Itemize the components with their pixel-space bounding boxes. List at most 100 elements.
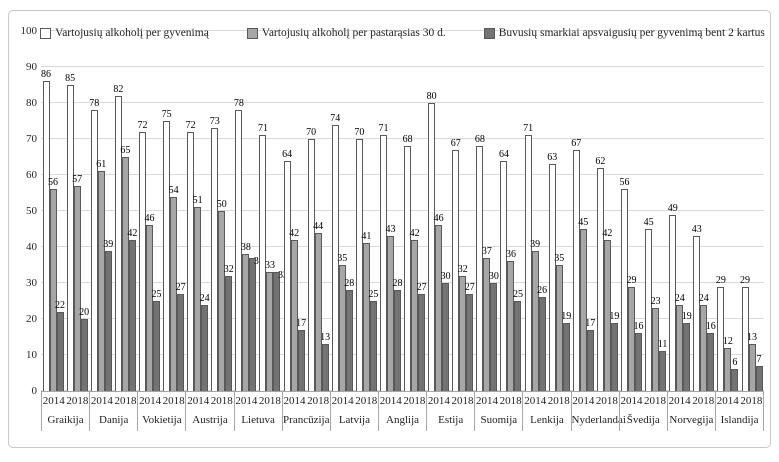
year-label: 2018	[547, 395, 570, 407]
bar-alcohol-last-30-days: 56	[48, 177, 58, 391]
bar-heavily-drunk-2-times: 27	[176, 282, 186, 391]
country-name: Lietuva	[241, 414, 275, 426]
bar-value-label: 23	[650, 296, 661, 308]
bar-alcohol-last-30-days: 51	[193, 195, 203, 391]
axis-cell-lenkija: 2014 2018 Lenkija	[522, 392, 570, 431]
year-label: 2014	[139, 395, 162, 407]
gridline-30	[41, 282, 764, 283]
bar-alcohol-lifetime: 70	[306, 127, 316, 391]
axis-cell-suomija: 2014 2018 Suomija	[474, 392, 522, 431]
bar-alcohol-last-30-days: 61	[96, 159, 106, 391]
bar-heavily-drunk-2-times: 16	[706, 321, 716, 391]
bar-value-label: 32	[457, 263, 468, 275]
bar-value-label: 37	[481, 245, 492, 257]
year-label-row: 2014 2018	[42, 392, 89, 411]
gridline-50	[41, 210, 764, 211]
year-label: 2014	[331, 395, 354, 407]
bar-value-label: 45	[643, 217, 654, 228]
bar-alcohol-last-30-days: 42	[410, 228, 420, 391]
bar-alcohol-last-30-days: 38	[241, 242, 251, 391]
y-tick-label: 70	[26, 133, 37, 145]
bar-value-label: 38	[240, 242, 251, 254]
bar-value-label: 51	[192, 195, 203, 207]
bar-heavily-drunk-2-times: 19	[682, 311, 692, 391]
year-label-row: 2014 2018	[235, 392, 282, 411]
bar-value-label: 6	[732, 357, 738, 369]
bar-value-label: 68	[402, 134, 413, 146]
bar-heavily-drunk-2-times: 22	[55, 300, 65, 391]
y-tick-label: 80	[26, 97, 37, 109]
year-label: 2014	[427, 395, 450, 407]
year-group-2018: 29 13 7	[740, 31, 764, 391]
bar-alcohol-lifetime: 70	[354, 127, 364, 391]
bar-alcohol-last-30-days: 43	[385, 224, 395, 391]
bar-alcohol-lifetime: 80	[427, 91, 437, 391]
bar-value-label: 29	[740, 274, 750, 286]
country-name: Graikija	[47, 414, 84, 426]
year-label-row: 2014 2018	[572, 392, 619, 411]
bar-alcohol-lifetime: 56	[619, 177, 629, 391]
bar-heavily-drunk-2-times: 25	[151, 289, 161, 391]
bar-value-label: 67	[571, 137, 582, 149]
bar-alcohol-last-30-days: 46	[434, 213, 444, 391]
year-label: 2018	[403, 395, 426, 407]
gridline-40	[41, 246, 764, 247]
bar-alcohol-last-30-days: 39	[530, 239, 540, 391]
bar-value-label: 67	[450, 137, 461, 149]
country-group-prancūzija: 64 42 17 70 44 13	[282, 31, 330, 391]
bar-value-label: 57	[72, 173, 83, 185]
bar-value-label: 43	[691, 224, 702, 236]
bar-value-label: 63	[547, 152, 558, 164]
bar-alcohol-last-30-days: 24	[675, 293, 685, 391]
year-label: 2018	[162, 395, 185, 407]
axis-cell-švedija: 2014 2018 Švedija	[618, 392, 667, 431]
year-group-2014: 49 24 19	[668, 31, 692, 391]
bar-heavily-drunk-2-times: 32	[224, 264, 234, 391]
bar-alcohol-last-30-days: 54	[169, 185, 179, 391]
gridline-90	[41, 66, 764, 67]
bar-value-label: 28	[392, 278, 403, 290]
gridlines-layer	[41, 30, 764, 391]
year-label: 2014	[42, 395, 65, 407]
bar-alcohol-last-30-days: 13	[747, 332, 757, 391]
year-group-2014: 71 39 26	[523, 31, 547, 391]
bar-heavily-drunk-2-times: 27	[417, 282, 427, 391]
bar-heavily-drunk-2-times: 20	[79, 307, 89, 391]
bar-value-label: 65	[120, 145, 131, 156]
y-tick-label: 90	[26, 61, 37, 73]
country-group-suomija: 68 37 30 64 36 25	[475, 31, 523, 391]
year-group-2014: 86 56 22	[41, 31, 65, 391]
year-group-2014: 74 35 28	[330, 31, 354, 391]
bar-heavily-drunk-2-times: 6	[731, 357, 739, 391]
bar-alcohol-lifetime: 29	[740, 275, 750, 391]
y-tick-label: 0	[31, 385, 38, 397]
bar-value-label: 35	[337, 253, 348, 264]
country-name: Suomija	[480, 414, 518, 426]
gridline-10	[41, 354, 764, 355]
legend-item-alcohol-lifetime: Vartojusių alkoholį per gyvenimą	[40, 27, 209, 39]
bar-value-label: 64	[498, 148, 509, 160]
bar-alcohol-lifetime: 72	[186, 120, 196, 391]
bar-value-label: 12	[722, 335, 733, 347]
bar-alcohol-lifetime: 73	[210, 116, 220, 391]
bar-value-label: 70	[354, 127, 365, 138]
year-label: 2018	[499, 395, 522, 407]
bar-heavily-drunk-2-times: 7	[755, 354, 763, 391]
bar-value-label: 11	[657, 339, 668, 351]
bar-alcohol-lifetime: 43	[692, 224, 702, 391]
year-group-2018: 73 50 32	[210, 31, 234, 391]
bar-alcohol-last-30-days: 46	[144, 213, 154, 391]
bar-value-label: 80	[426, 91, 437, 102]
y-tick-label: 10	[26, 349, 37, 361]
bar-alcohol-last-30-days: 35	[337, 253, 347, 391]
bar-alcohol-lifetime: 72	[137, 120, 147, 391]
bar-alcohol-lifetime: 62	[595, 156, 605, 391]
year-label-row: 2014 2018	[283, 392, 330, 411]
axis-cell-austrija: 2014 2018 Austrija	[185, 392, 233, 431]
bar-heavily-drunk-2-times: 19	[561, 311, 571, 391]
year-group-2014: 68 37 30	[475, 31, 499, 391]
country-group-austrija: 72 51 24 73 50 32	[186, 31, 234, 391]
bar-value-label: 7	[756, 353, 762, 365]
bar-alcohol-lifetime: 71	[258, 123, 268, 391]
bar-alcohol-last-30-days: 32	[458, 264, 468, 391]
